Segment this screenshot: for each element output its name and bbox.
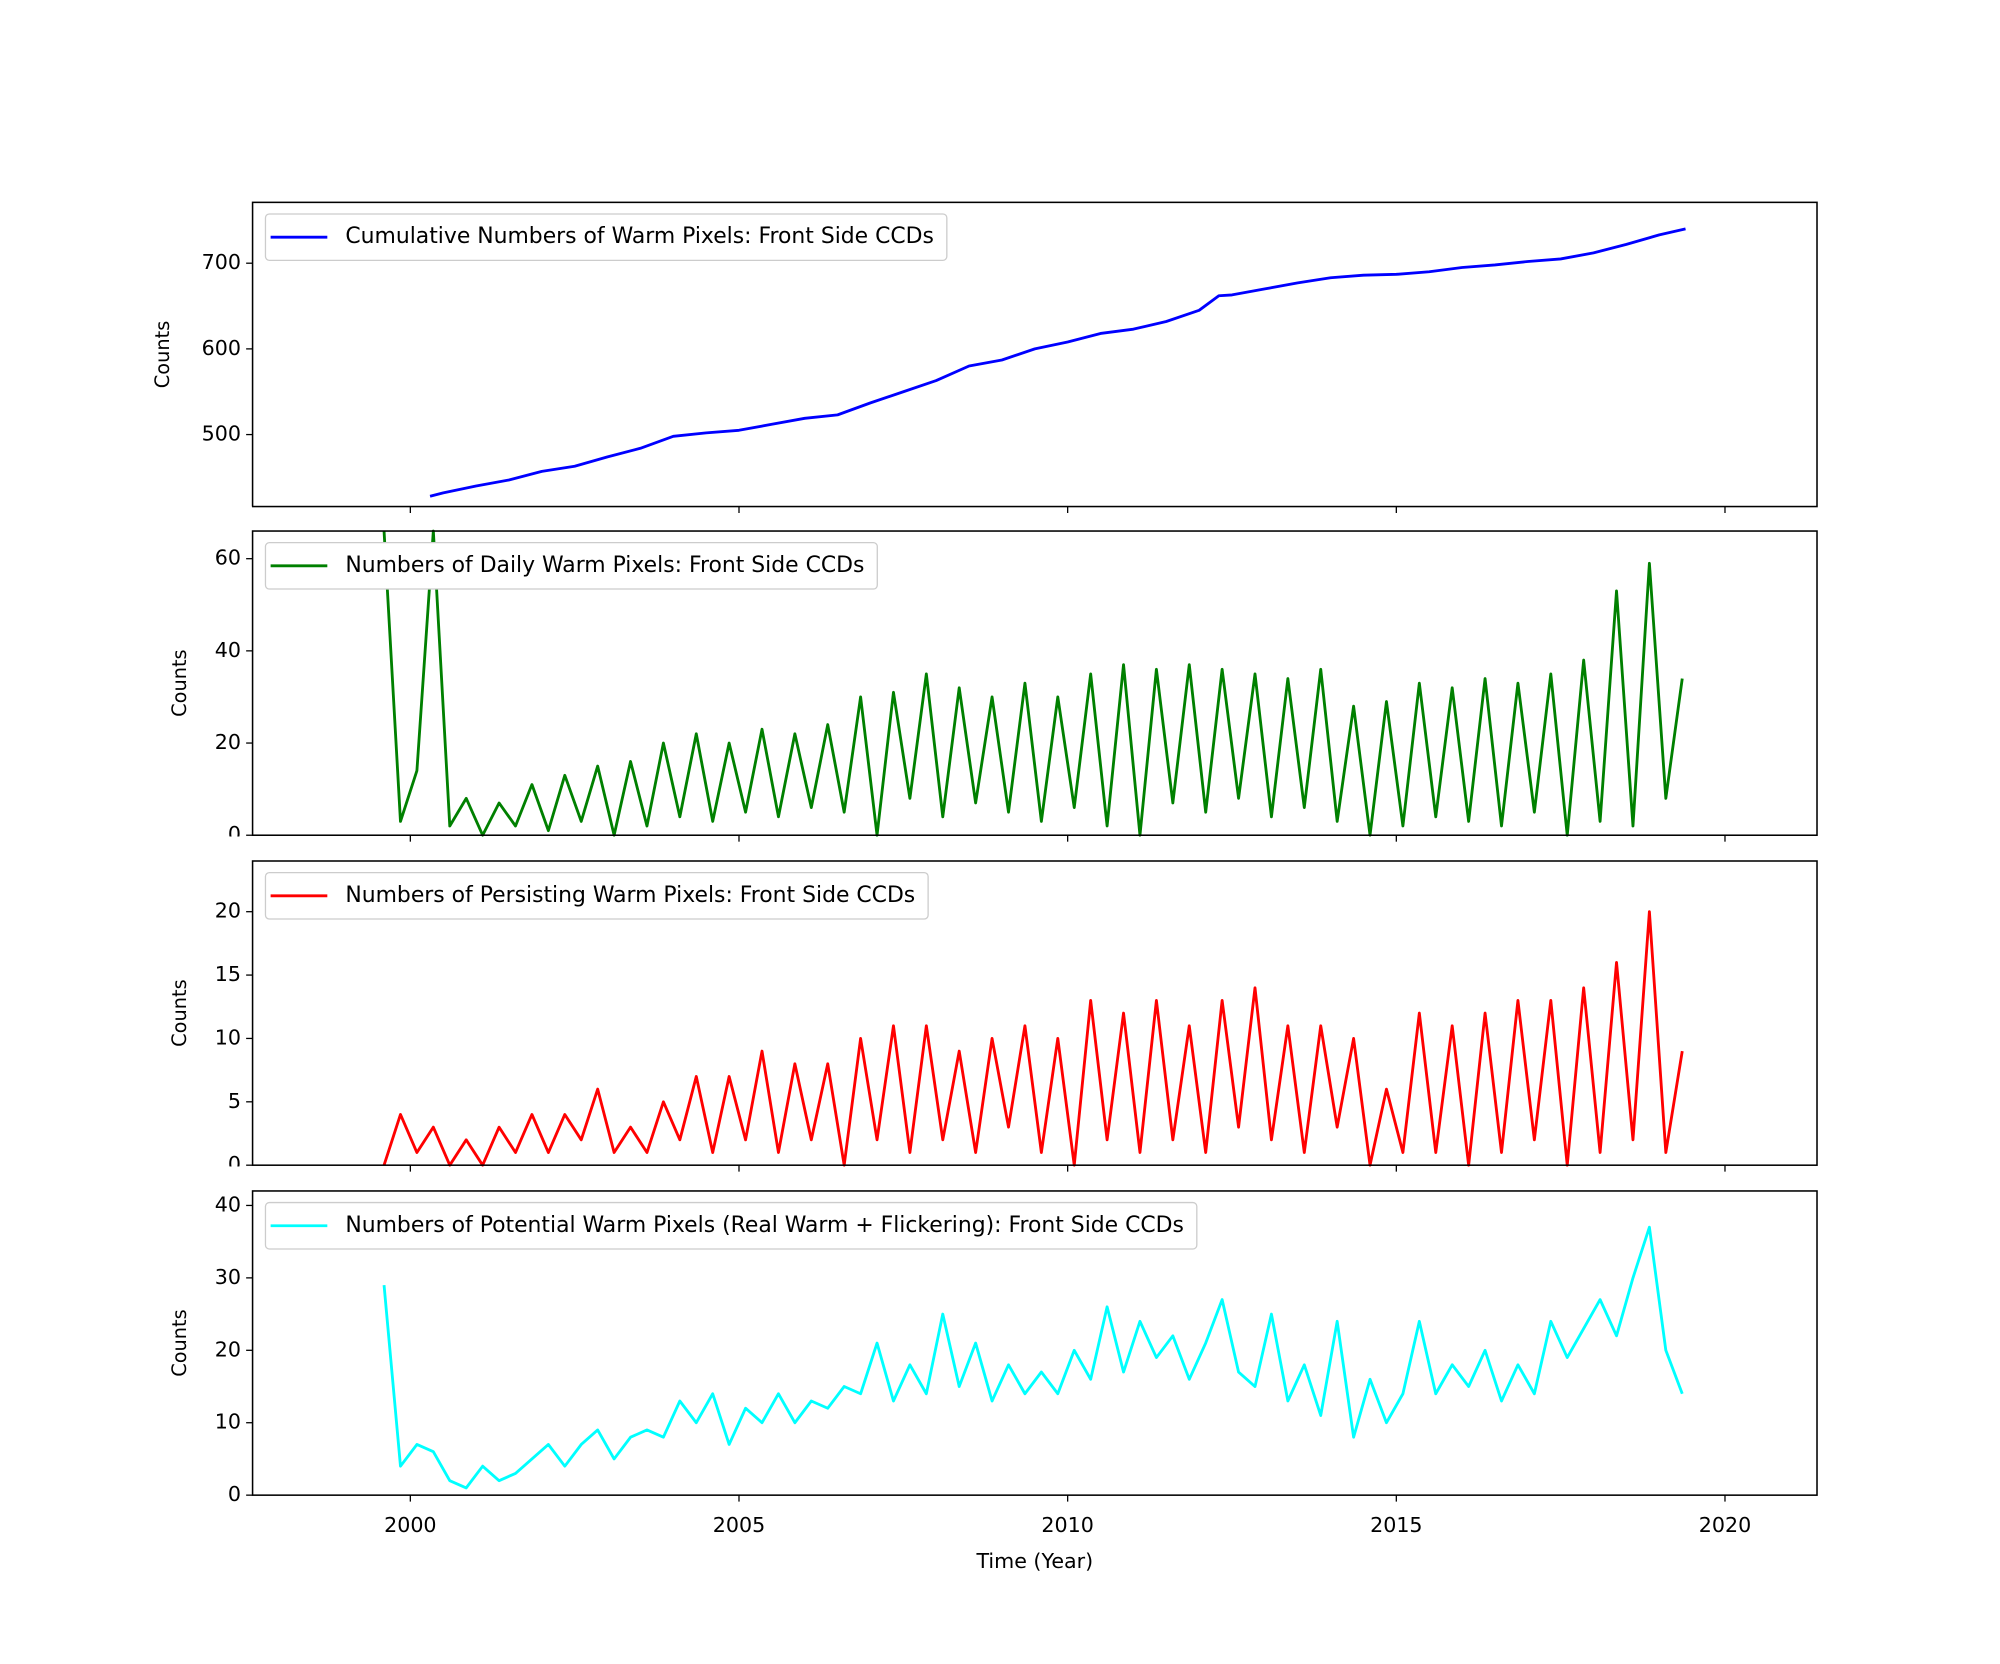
y-tick-label: 60: [215, 546, 241, 570]
x-axis-label: Time (Year): [975, 1549, 1093, 1573]
y-tick-label: 20: [215, 730, 241, 754]
legend-label: Numbers of Daily Warm Pixels: Front Side…: [345, 553, 864, 578]
legend-box: [264, 1201, 1198, 1250]
series-line: [382, 1225, 1684, 1490]
legend-label: Numbers of Persisting Warm Pixels: Front…: [345, 883, 915, 908]
y-tick-label: 500: [202, 422, 241, 446]
clip-cover: [0, 836, 252, 1190]
y-tick-label: 40: [215, 638, 241, 662]
legend-label: Cumulative Numbers of Warm Pixels: Front…: [345, 224, 934, 249]
clip-cover: [0, 177, 252, 532]
y-tick-label: 30: [215, 1265, 241, 1289]
legend-box: [264, 871, 929, 920]
legend-box: [264, 213, 948, 262]
y-tick-label: 40: [215, 1192, 241, 1216]
clip-cover: [0, 506, 252, 860]
axes-frame: [251, 860, 1818, 1166]
legend-box: [264, 541, 878, 590]
y-tick-label: 20: [215, 899, 241, 923]
x-tick-label: 2010: [1041, 1513, 1093, 1537]
y-tick-label: 20: [215, 1337, 241, 1361]
y-axis-label: Counts: [168, 649, 191, 716]
y-tick-label: 600: [202, 336, 241, 360]
x-tick-label: 2015: [1370, 1513, 1422, 1537]
legend-label: Numbers of Potential Warm Pixels (Real W…: [345, 1213, 1184, 1238]
y-tick-label: 15: [215, 962, 241, 986]
y-tick-label: 10: [215, 1025, 241, 1049]
y-axis-label: Counts: [151, 321, 174, 388]
clip-cover: [0, 1166, 252, 1520]
y-tick-label: 10: [215, 1410, 241, 1434]
y-tick-label: 700: [202, 250, 241, 274]
series-line: [382, 910, 1684, 1167]
axes-frame: [251, 201, 1818, 508]
axes-frame: [251, 530, 1818, 836]
y-axis-label: Counts: [168, 979, 191, 1046]
axes-frame: [251, 1190, 1818, 1496]
y-axis-label: Counts: [168, 1309, 191, 1376]
y-tick-label: 0: [228, 1482, 241, 1506]
y-tick-label: 5: [228, 1089, 241, 1113]
x-tick-label: 2000: [384, 1513, 436, 1537]
series-line: [382, 529, 1684, 837]
x-tick-label: 2020: [1699, 1513, 1751, 1537]
x-tick-label: 2005: [713, 1513, 765, 1537]
series-line: [429, 227, 1686, 498]
